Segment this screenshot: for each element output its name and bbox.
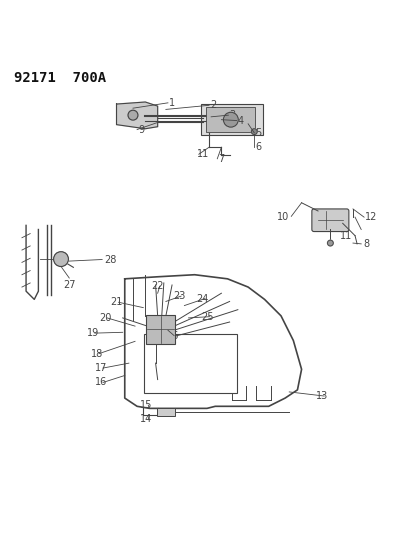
Text: 28: 28 xyxy=(104,255,116,264)
Text: 10: 10 xyxy=(276,212,289,222)
Text: 13: 13 xyxy=(315,391,328,401)
FancyBboxPatch shape xyxy=(144,334,236,393)
Text: 5: 5 xyxy=(255,128,261,138)
Text: 92171  700A: 92171 700A xyxy=(14,71,106,85)
Text: 8: 8 xyxy=(362,239,368,249)
Circle shape xyxy=(128,110,138,120)
Circle shape xyxy=(251,129,256,134)
Text: 12: 12 xyxy=(364,212,377,222)
Text: 16: 16 xyxy=(95,377,107,387)
FancyBboxPatch shape xyxy=(146,314,175,344)
FancyBboxPatch shape xyxy=(206,107,254,132)
Text: 2: 2 xyxy=(209,100,216,110)
FancyBboxPatch shape xyxy=(200,104,262,135)
Text: 18: 18 xyxy=(90,349,103,359)
FancyBboxPatch shape xyxy=(311,209,348,231)
Circle shape xyxy=(327,240,332,246)
FancyBboxPatch shape xyxy=(157,408,174,416)
Text: 27: 27 xyxy=(63,280,75,289)
Text: 4: 4 xyxy=(237,116,243,125)
Text: 6: 6 xyxy=(255,142,261,152)
Text: 15: 15 xyxy=(140,400,152,410)
Text: 11: 11 xyxy=(339,231,351,241)
Text: 26: 26 xyxy=(166,330,178,341)
Text: 3: 3 xyxy=(229,110,235,120)
Text: 19: 19 xyxy=(86,328,99,338)
Text: 1: 1 xyxy=(169,98,175,108)
Text: 22: 22 xyxy=(151,281,164,291)
Text: 23: 23 xyxy=(173,291,185,301)
Circle shape xyxy=(223,112,237,127)
Text: 7: 7 xyxy=(218,154,224,164)
Text: 21: 21 xyxy=(110,297,122,308)
Text: 11: 11 xyxy=(196,149,209,159)
Text: 20: 20 xyxy=(99,313,111,323)
Polygon shape xyxy=(116,102,157,129)
Text: 14: 14 xyxy=(140,415,152,424)
Text: 24: 24 xyxy=(196,294,209,304)
Text: 17: 17 xyxy=(95,363,107,373)
Circle shape xyxy=(54,252,68,266)
Text: 25: 25 xyxy=(201,312,214,322)
Text: 9: 9 xyxy=(138,125,144,134)
